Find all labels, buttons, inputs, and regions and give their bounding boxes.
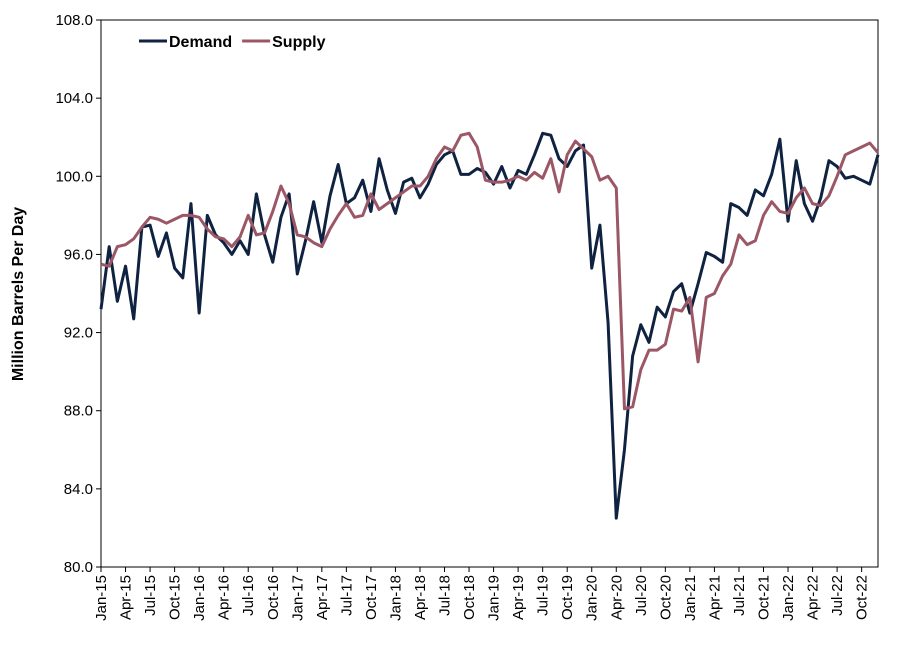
x-tick-label: Apr-18 (412, 575, 429, 620)
y-tick-label: 108.0 (55, 12, 93, 29)
x-tick-label: Jan-16 (191, 575, 208, 621)
y-tick-label: 88.0 (64, 403, 93, 420)
x-tick-label: Jul-15 (142, 575, 159, 616)
x-tick-label: Oct-15 (167, 575, 184, 620)
x-tick-label: Jul-19 (535, 575, 552, 616)
y-tick-label: 84.0 (64, 481, 93, 498)
x-tick-label: Apr-21 (706, 575, 723, 620)
x-tick-label: Oct-17 (363, 575, 380, 620)
x-tick-label: Oct-16 (265, 575, 282, 620)
legend-label: Demand (169, 34, 232, 51)
y-axis-title: Million Barrels Per Day (10, 207, 27, 381)
y-tick-label: 96.0 (64, 246, 93, 263)
x-tick-label: Oct-18 (461, 575, 478, 620)
x-tick-label: Jan-18 (387, 575, 404, 621)
x-tick-label: Jul-17 (338, 575, 355, 616)
plot-frame (100, 19, 879, 568)
x-tick-label: Jan-15 (93, 575, 110, 621)
series-line (99, 131, 880, 520)
x-tick-label: Oct-21 (755, 575, 772, 620)
x-tick-label: Apr-22 (805, 575, 822, 620)
x-tick-label: Apr-17 (314, 575, 331, 620)
x-tick-label: Jan-22 (780, 575, 797, 621)
y-tick-label: 104.0 (55, 90, 93, 107)
x-tick-label: Jan-17 (289, 575, 306, 621)
x-tick-label: Jul-20 (633, 575, 650, 616)
x-tick-label: Jul-16 (240, 575, 257, 616)
x-tick-label: Oct-20 (657, 575, 674, 620)
x-tick-label: Jan-20 (584, 575, 601, 621)
y-tick-label: 100.0 (55, 168, 93, 185)
x-tick-label: Apr-15 (118, 575, 135, 620)
x-tick-label: Apr-19 (510, 575, 527, 620)
x-tick-label: Oct-19 (559, 575, 576, 620)
x-tick-label: Apr-16 (216, 575, 233, 620)
y-tick-label: 80.0 (64, 559, 93, 576)
x-tick-label: Oct-22 (854, 575, 871, 620)
legend-label: Supply (272, 34, 325, 51)
x-tick-label: Apr-20 (608, 575, 625, 620)
series-line (100, 131, 880, 411)
y-tick-label: 92.0 (64, 325, 93, 342)
x-tick-label: Jan-19 (486, 575, 503, 621)
x-tick-label: Jul-18 (437, 575, 454, 616)
x-tick-label: Jul-21 (731, 575, 748, 616)
x-tick-label: Jan-21 (682, 575, 699, 621)
x-tick-label: Jul-22 (829, 575, 846, 616)
